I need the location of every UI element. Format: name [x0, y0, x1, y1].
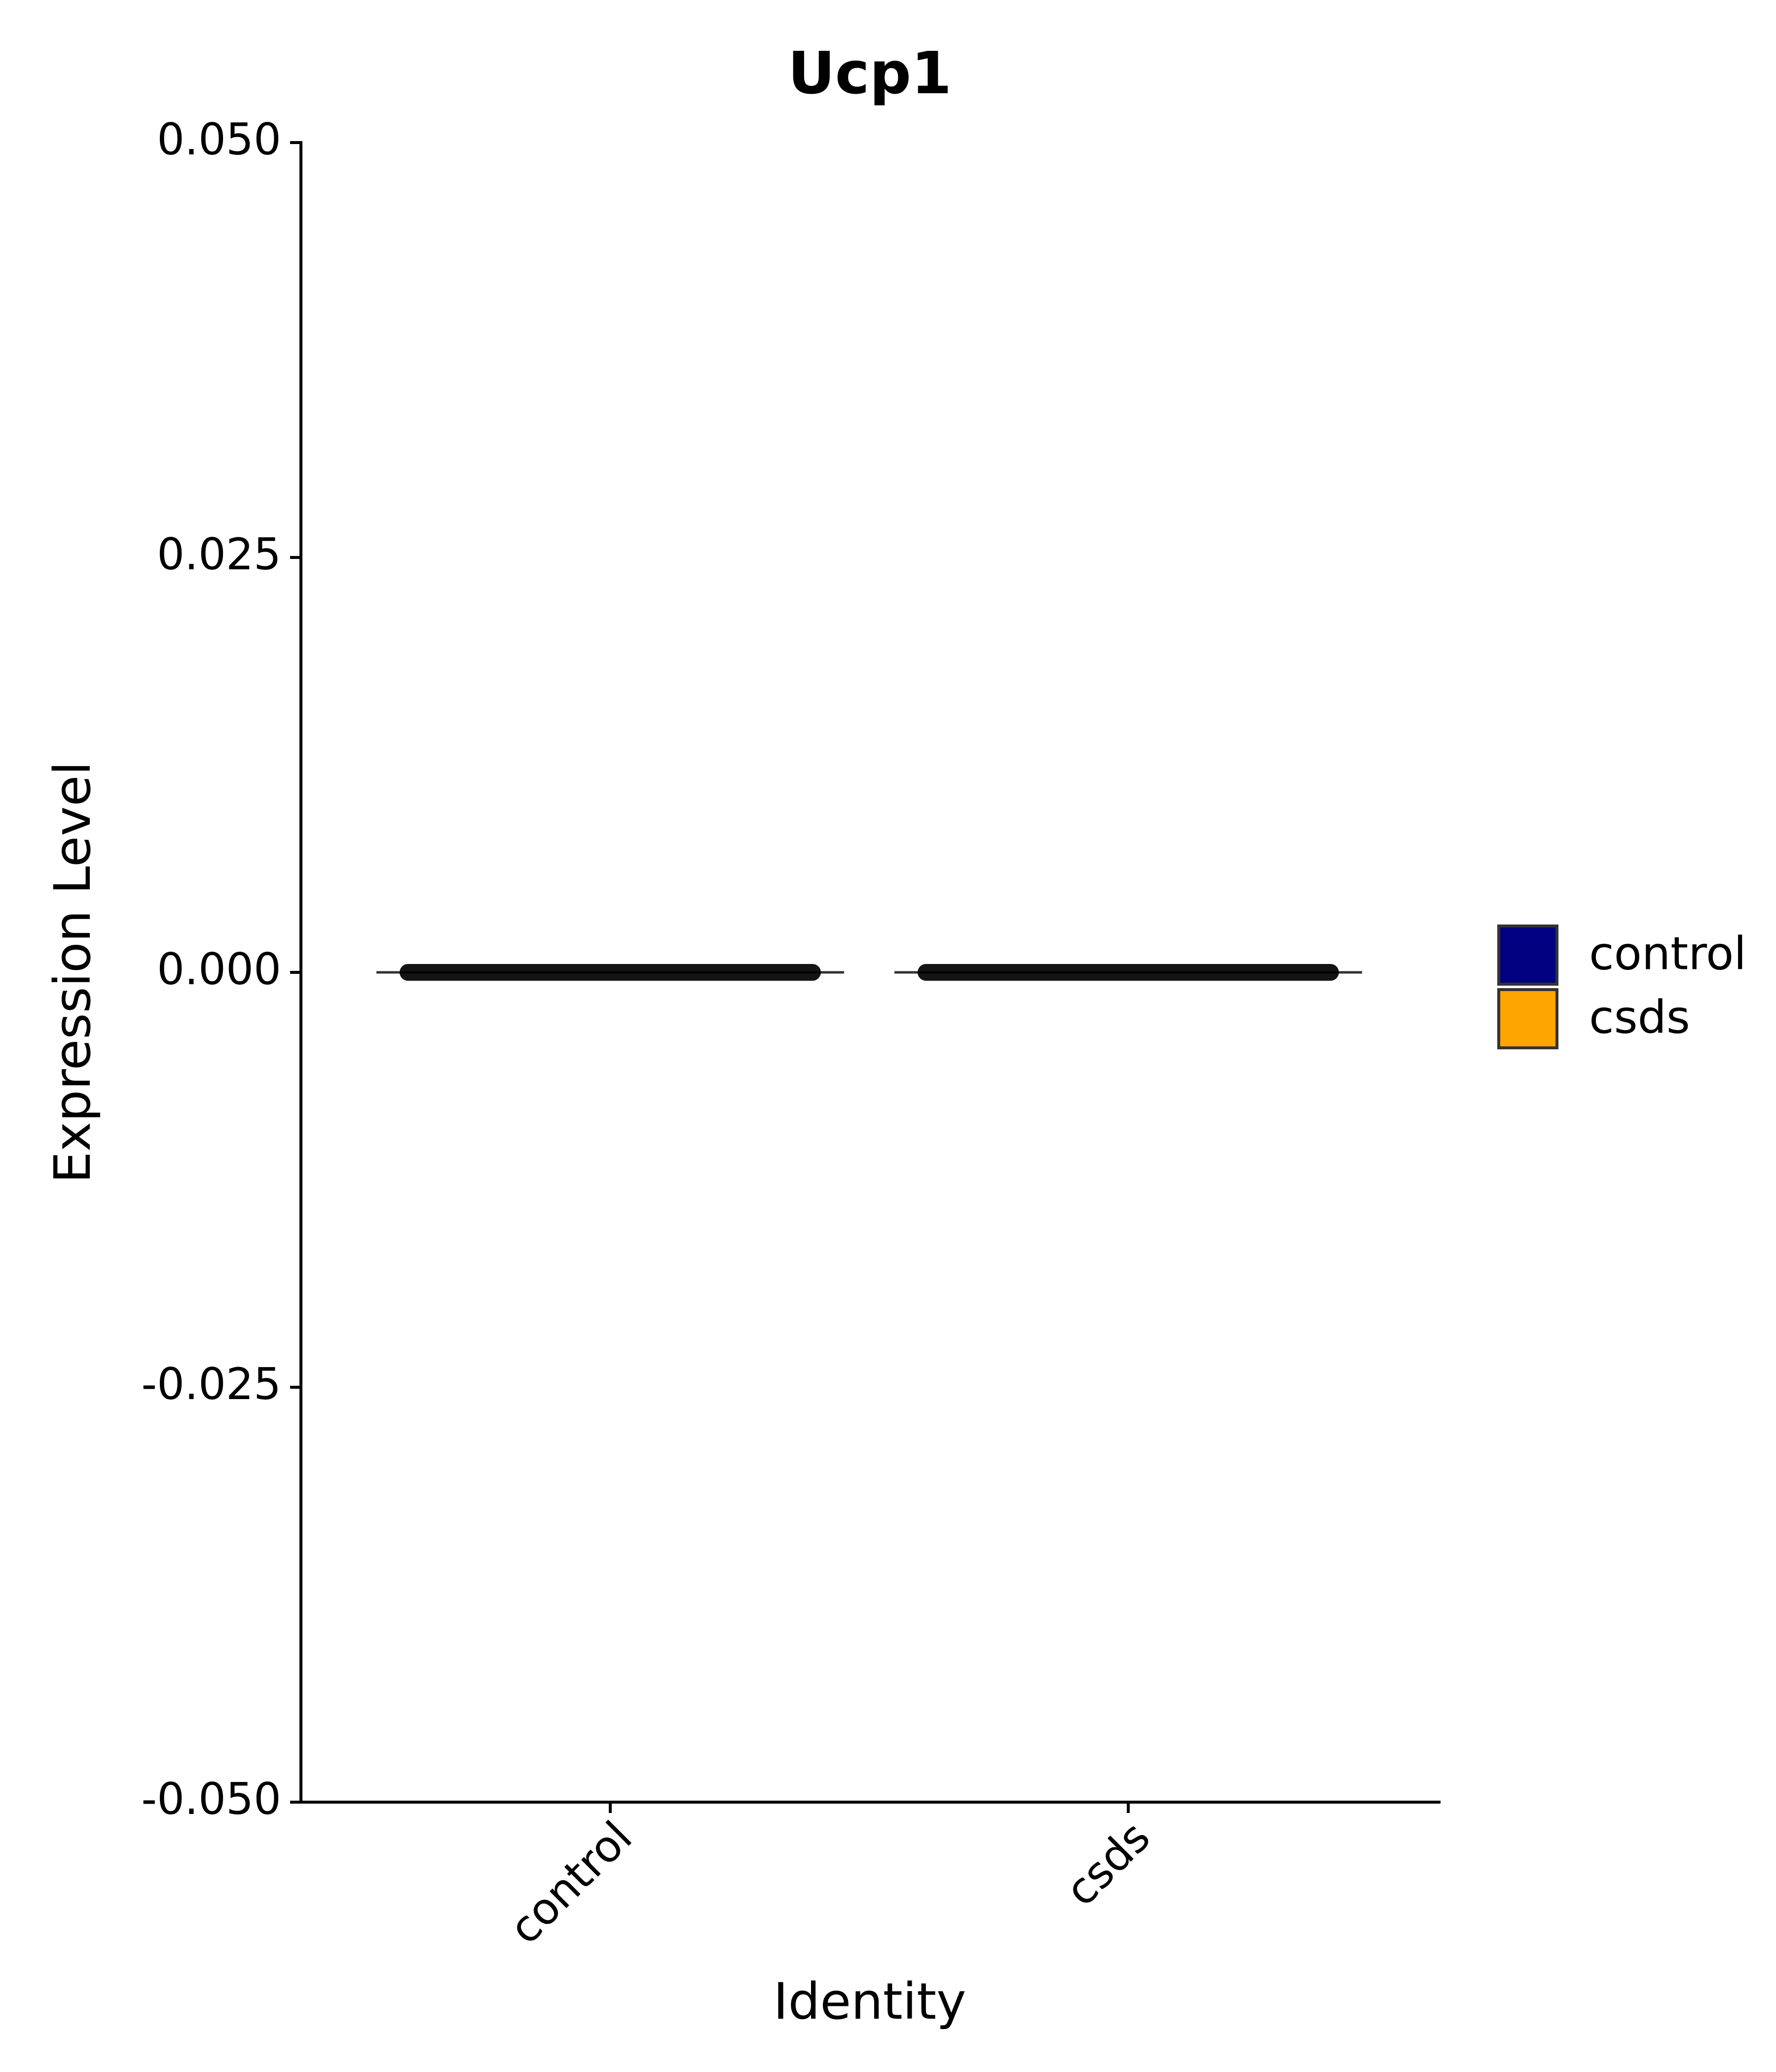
x-axis-label: Identity: [774, 1972, 966, 2031]
y-tick-label: -0.025: [141, 1359, 281, 1409]
y-axis-label: Expression Level: [43, 761, 102, 1183]
y-tick-label: 0.050: [157, 114, 281, 165]
chart-title: Ucp1: [788, 39, 952, 107]
y-tick-label: -0.050: [141, 1774, 281, 1824]
legend-label: control: [1589, 927, 1746, 980]
points: [400, 964, 821, 981]
legend-swatch: [1497, 925, 1558, 986]
y-tick-label: 0.000: [157, 944, 281, 995]
x-tick-label: csds: [1055, 1812, 1159, 1916]
points: [918, 964, 1339, 981]
x-tick-label: control: [499, 1812, 642, 1954]
legend-swatch: [1497, 988, 1558, 1049]
legend-label: csds: [1589, 991, 1690, 1043]
y-tick-label: 0.025: [157, 529, 281, 580]
